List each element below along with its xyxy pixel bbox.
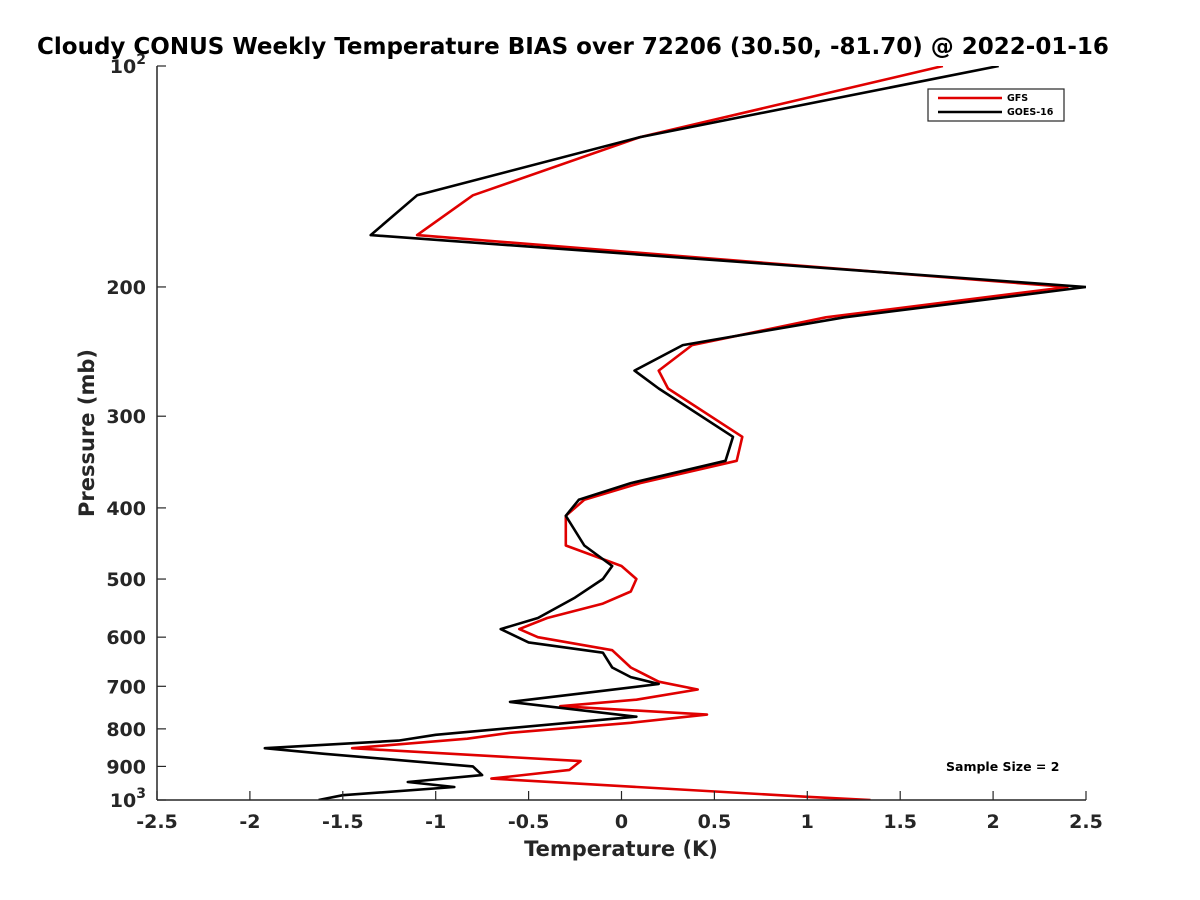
x-tick-label: -2	[239, 811, 260, 833]
y-tick-base: 10	[110, 56, 136, 78]
x-tick-label: 2.5	[1069, 811, 1103, 833]
y-axis-label: Pressure (mb)	[75, 349, 99, 517]
y-tick-exponent: 3	[136, 786, 146, 802]
legend-box	[927, 88, 1065, 122]
x-tick-label: -2.5	[136, 811, 178, 833]
y-tick-label: 200	[106, 277, 146, 299]
y-tick-label: 500	[106, 569, 146, 591]
x-tick-label: -1	[425, 811, 446, 833]
chart-title: Cloudy CONUS Weekly Temperature BIAS ove…	[37, 34, 1109, 60]
x-tick-label: -0.5	[508, 811, 550, 833]
x-tick-label: 0.5	[698, 811, 732, 833]
y-tick-label: 300	[106, 406, 146, 428]
series-line-gfs	[350, 66, 1069, 800]
y-tick-exponent: 2	[136, 52, 146, 68]
x-tick-label: 2	[986, 811, 999, 833]
sample-size-annotation: Sample Size = 2	[946, 759, 1059, 774]
x-tick-label: 1.5	[883, 811, 917, 833]
legend-label-gfs: GFS	[1007, 93, 1028, 104]
y-tick-label: 900	[106, 756, 146, 778]
y-tick-label: 600	[106, 627, 146, 649]
x-axis-label: Temperature (K)	[524, 837, 718, 861]
x-tick-label: 0	[615, 811, 628, 833]
x-tick-label: -1.5	[322, 811, 364, 833]
legend: GFS GOES-16	[927, 88, 1065, 122]
series-line-goes16	[263, 66, 1086, 800]
y-tick-base: 10	[110, 790, 136, 812]
y-tick-label: 102	[110, 52, 146, 78]
y-tick-label: 400	[106, 498, 146, 520]
y-tick-label: 103	[110, 786, 146, 812]
y-tick-label: 800	[106, 719, 146, 741]
x-tick-label: 1	[801, 811, 814, 833]
legend-label-goes16: GOES-16	[1007, 107, 1054, 118]
y-tick-label: 700	[106, 676, 146, 698]
